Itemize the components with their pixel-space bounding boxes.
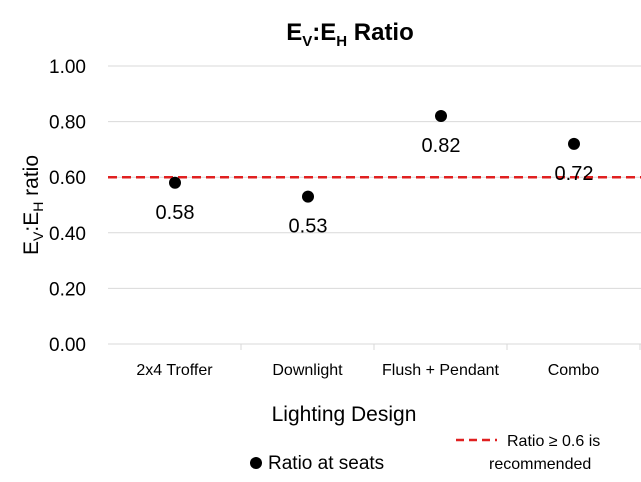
data-label: 0.58 [156,202,195,224]
legend-series: Ratio at seats [250,453,384,474]
y-tick-label: 0.40 [49,224,86,245]
legend-series-marker [250,457,262,469]
data-label: 0.82 [422,135,461,157]
legend-reference-label-line1: Ratio ≥ 0.6 is [507,433,600,450]
x-tick-label: Flush + Pendant [382,362,500,379]
y-tick-label: 0.80 [49,113,86,134]
data-point [302,190,314,203]
data-points: 0.58 0.53 0.82 0.72 [156,110,594,238]
x-tick-labels: 2x4 Troffer Downlight Flush + Pendant Combo [136,362,599,379]
y-axis-label: EV:EH ratio [20,155,46,255]
x-axis-label: Lighting Design [272,403,417,426]
y-tick-label: 0.20 [49,279,86,300]
legend-reference: Ratio ≥ 0.6 is recommended [456,433,600,473]
legend-reference-label-line2: recommended [489,456,591,473]
y-tick-label: 0.00 [49,335,86,356]
data-point [435,110,447,123]
chart-title: EV:EH Ratio [286,19,414,50]
x-tick-label: Combo [548,362,600,379]
y-tick-labels: 0.00 0.20 0.40 0.60 0.80 1.00 [49,57,86,356]
data-point [568,137,580,150]
y-tick-label: 0.60 [49,168,86,189]
data-point [169,176,181,189]
data-label: 0.53 [289,216,328,238]
x-tick-label: 2x4 Troffer [136,362,213,379]
legend-series-label: Ratio at seats [268,453,384,474]
x-tick-label: Downlight [272,362,343,379]
data-label: 0.72 [555,163,594,185]
y-tick-label: 1.00 [49,57,86,78]
